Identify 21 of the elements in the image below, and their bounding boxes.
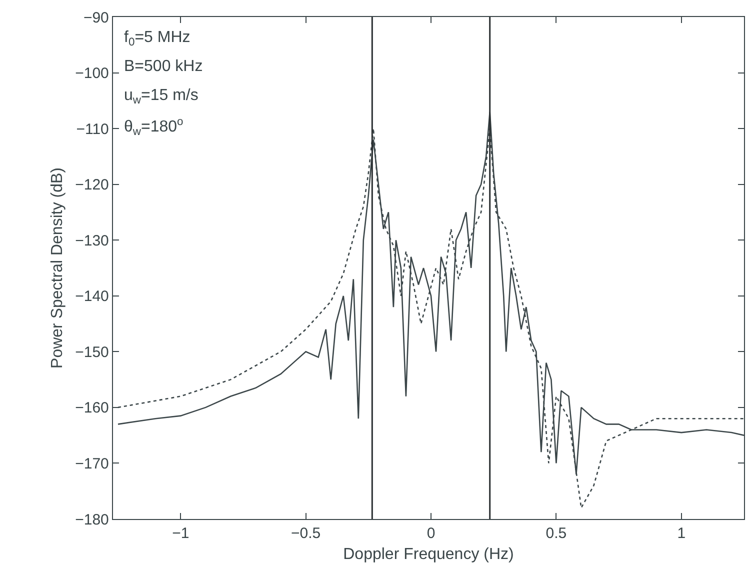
annotation: f$_{0}$=5 MHz [124, 29, 190, 48]
x-tick-label: 0 [426, 525, 436, 542]
y-tick-label: −170 [75, 455, 109, 472]
y-tick-label: −150 [75, 344, 109, 361]
x-tick-label: 0.5 [546, 525, 567, 542]
y-tick-label: −110 [76, 120, 109, 138]
y-tick-label: −160 [75, 400, 109, 417]
annotation: u$_{w}$=15 m/s [124, 87, 198, 106]
annotation: θ$_{w}$=180$^{o}$ [124, 116, 184, 138]
y-tick-label: −100 [75, 65, 109, 82]
x-tick-label: −0.5 [290, 525, 321, 542]
x-axis-title: Doppler Frequency (Hz) [343, 546, 514, 563]
y-axis-title: Power Spectral Density (dB) [49, 168, 66, 368]
y-tick-label: −130 [75, 232, 109, 250]
x-tick-label: −1 [172, 525, 190, 542]
y-tick-label: −180 [75, 511, 109, 528]
x-tick-label: 1 [677, 525, 686, 542]
y-tick-label: −140 [75, 288, 109, 306]
y-tick-label: −120 [75, 176, 109, 194]
annotation: B=500 kHz [124, 58, 203, 75]
y-tick-label: −90 [83, 9, 109, 26]
